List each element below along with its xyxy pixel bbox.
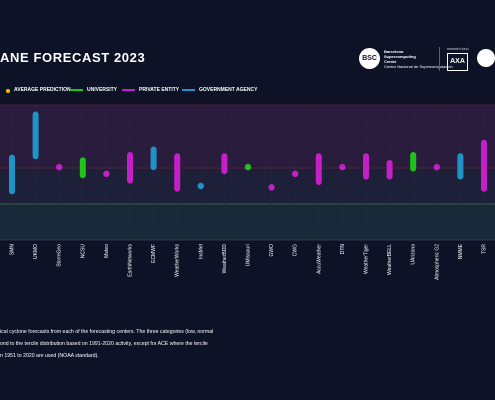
private-entity-line-icon: [122, 89, 135, 91]
x-tick-label: DTN: [340, 244, 346, 255]
band-normal: [0, 168, 495, 204]
forecast-marker: [268, 184, 275, 191]
band-above-normal: [0, 105, 495, 168]
legend-label: AVERAGE PREDICTION: [14, 87, 71, 93]
forecast-marker: [197, 182, 204, 190]
x-tick-label: NCSU: [80, 244, 86, 259]
x-tick-label: Meteo: [104, 244, 110, 258]
band-below-normal: [0, 204, 495, 240]
x-tick-label: AccuWeather: [316, 244, 322, 274]
x-tick-label: SMN: [10, 244, 16, 256]
forecast-marker: [56, 163, 63, 171]
bsc-logo-line-4: Centro Nacional de Supercomputación: [384, 64, 453, 69]
axa-logo: AXA: [447, 53, 468, 71]
legend-label: UNIVERSITY: [87, 87, 118, 93]
x-tick-label: Atmospheric G2: [434, 244, 440, 280]
forecast-marker: [339, 163, 346, 171]
bsc-logo: BSC: [359, 48, 380, 69]
x-tick-label: NMME: [458, 243, 464, 259]
x-tick-label: GWO: [269, 244, 275, 257]
forecast-marker: [292, 170, 299, 178]
forecast-marker: [244, 163, 252, 171]
x-tick-label: InsMet: [198, 243, 204, 259]
footnote-line-2: ond to the tercile distribution based on…: [0, 341, 208, 347]
legend-label: GOVERNMENT AGENCY: [199, 87, 258, 93]
x-tick-label: UArizona: [411, 244, 417, 265]
page-title: ANE FORECAST 2023: [0, 50, 146, 65]
bsc-logo-line-3: Center: [384, 59, 397, 64]
legend-label: PRIVATE ENTITY: [139, 87, 180, 93]
x-tick-label: EarthNetworks: [128, 244, 134, 277]
header: ANE FORECAST 2023 BSC Barcelona Supercom…: [0, 0, 495, 75]
footnote-line-3: n 1951 to 2020 are used (NOAA standard).: [0, 353, 99, 359]
axa-research-fund-label: research fund: [447, 47, 469, 51]
government-agency-line-icon: [182, 89, 195, 91]
forecast-marker: [433, 163, 440, 171]
average-prediction-dot-icon: [6, 89, 10, 93]
x-tick-label: UKMO: [33, 244, 39, 259]
x-tick-label: ECMWF: [151, 244, 157, 263]
university-line-icon: [70, 89, 83, 91]
x-tick-label: CWG: [293, 244, 299, 256]
x-tick-label: StormGeo: [57, 244, 63, 267]
logo-divider: [439, 47, 440, 71]
footnote: ical cyclone forecasts from each of the …: [0, 326, 495, 362]
x-tick-label: TSR: [482, 244, 488, 254]
x-tick-label: UMissouri: [246, 244, 252, 266]
x-tick-label: WeatherBELL: [387, 244, 393, 275]
x-tick-label: WeatherWorks: [175, 244, 181, 277]
ram-head-icon: [477, 49, 495, 67]
footnote-line-1: ical cyclone forecasts from each of the …: [0, 329, 214, 335]
bsc-logo-line-1: Barcelona: [384, 49, 404, 54]
forecast-marker: [103, 170, 110, 178]
bsc-logo-line-2: Supercomputing: [384, 54, 416, 59]
x-tick-label: WeatherBDD: [222, 244, 228, 274]
x-tick-label: WeatherTiger: [364, 244, 370, 274]
